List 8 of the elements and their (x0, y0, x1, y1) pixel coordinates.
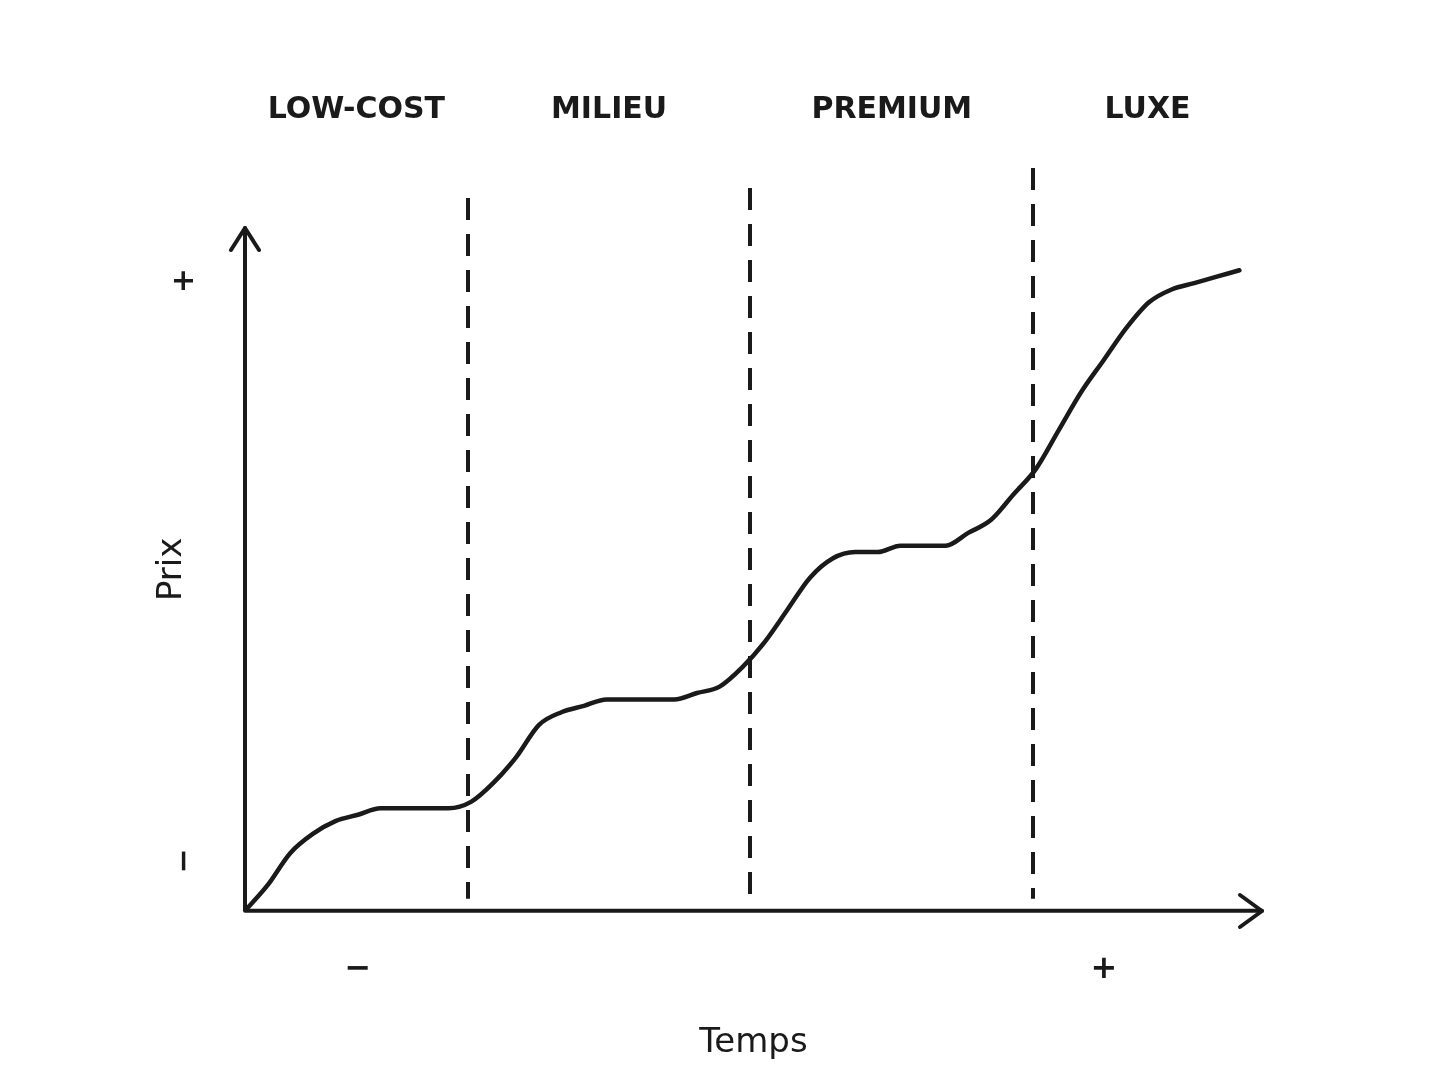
text: + (164, 268, 200, 294)
y-axis-title: Prix (149, 537, 190, 602)
text: LUXE (1104, 89, 1191, 125)
text: MILIEU (551, 89, 668, 125)
text: LOW-COST (267, 89, 446, 125)
text: − (164, 848, 200, 874)
x-axis-title: Temps (698, 1020, 808, 1061)
text: PREMIUM (811, 89, 973, 125)
